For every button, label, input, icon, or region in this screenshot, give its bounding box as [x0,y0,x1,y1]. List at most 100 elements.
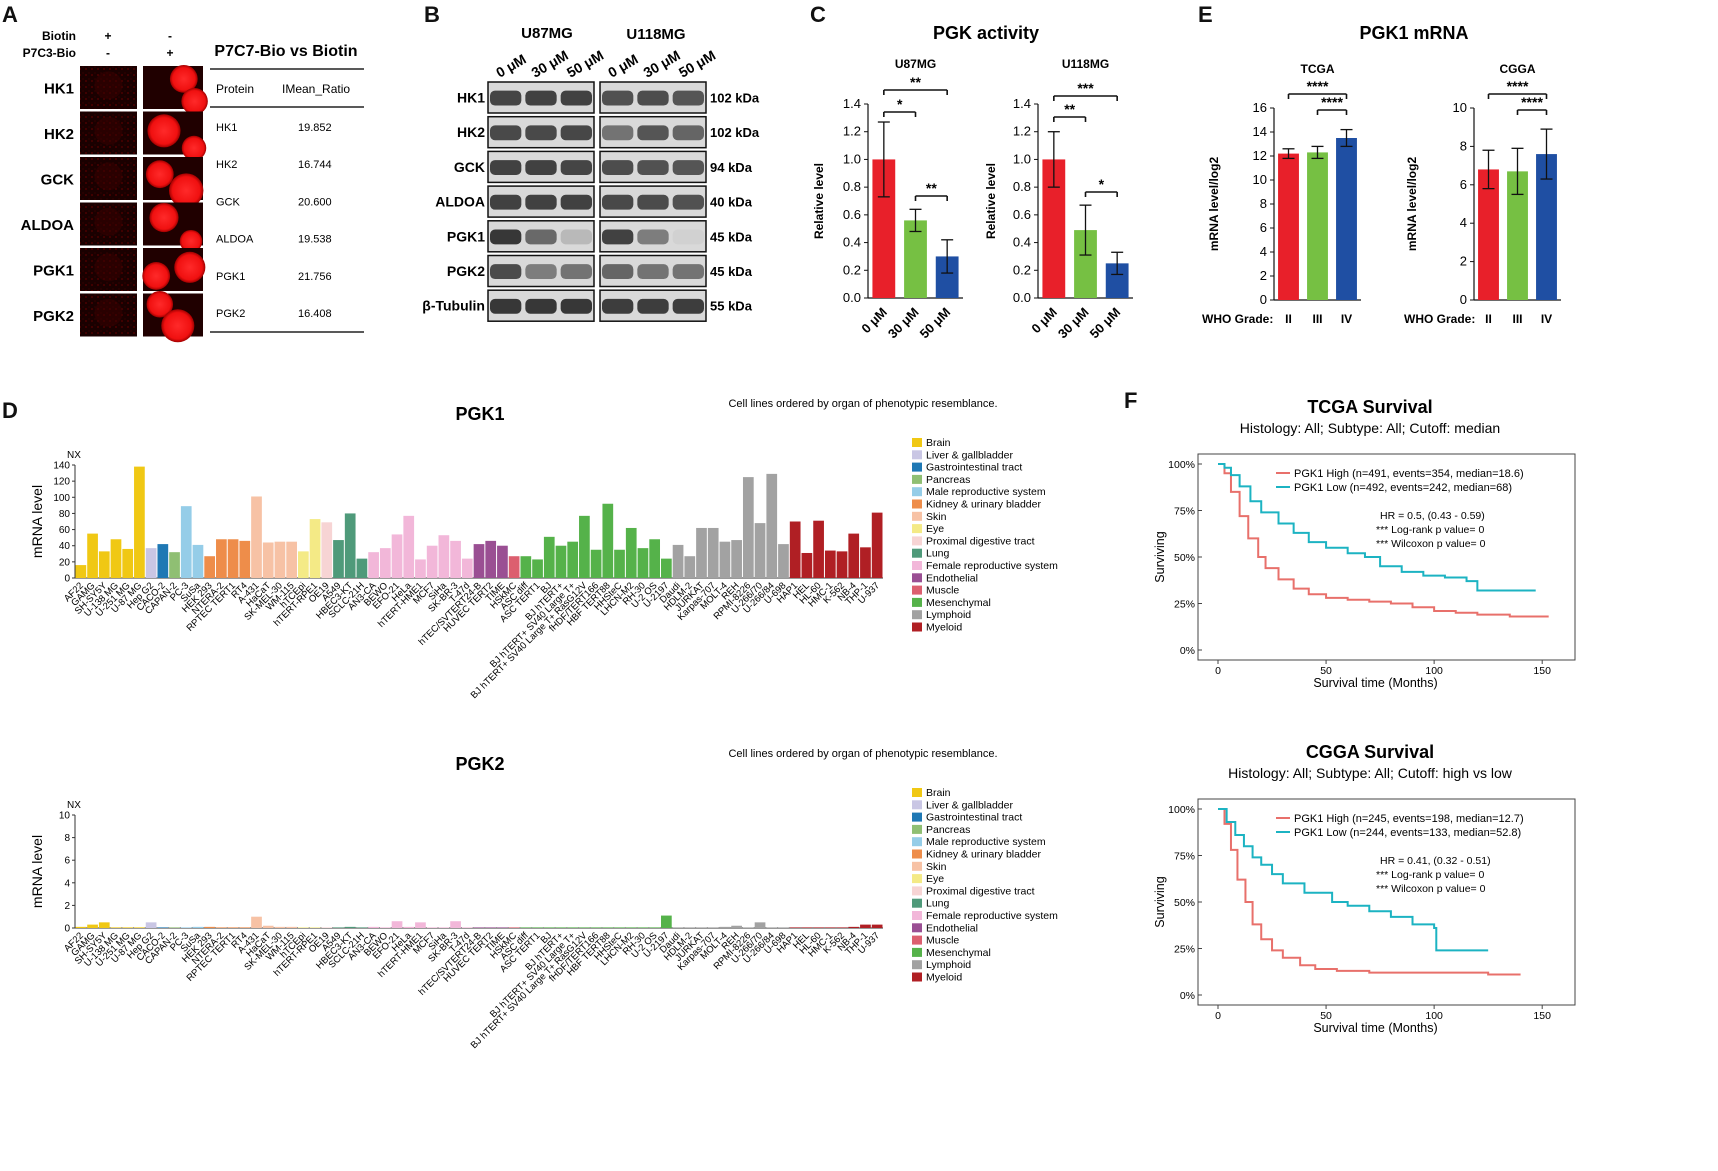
cell-line-bar [473,927,485,928]
x-tick-label: 150 [1533,1010,1551,1022]
legend-label: Skin [926,511,947,523]
legend-swatch [912,548,922,558]
dose-label: 0 μM [493,51,529,81]
cell-line-bar [333,927,344,928]
blot-band [672,160,704,175]
significance-label: *** [1077,80,1094,96]
cell-line-bar [180,506,192,578]
cell-line-bar [356,558,368,578]
cell-line-bar [134,466,145,578]
legend-swatch [912,874,922,884]
legend-low: PGK1 Low (n=244, events=133, median=52.8… [1294,827,1521,839]
cell-line-bar [860,924,871,928]
blot-band [637,298,669,314]
legend-swatch [912,935,922,945]
blot-band [490,194,522,210]
y-tick-label: 75% [1174,506,1195,518]
cell-line-bar [368,926,379,928]
category-label: 30 μM [1055,305,1092,342]
fluorescent-cell [169,65,198,93]
y-axis-label: Surviving [1153,531,1167,582]
cell-line-bar [461,927,473,928]
cell-line-bar [98,551,110,578]
cell-line-bar [719,541,731,578]
legend-swatch [912,788,922,797]
blot-band [525,125,557,141]
blot-band [560,125,592,141]
y-tick-label: 6 [1460,177,1467,192]
cell-line-bar [590,927,602,928]
blot-band [560,90,592,106]
legend-label: Proximal digestive tract [926,885,1035,897]
cell-line-bar [637,927,649,928]
cell-line-bar [286,926,297,928]
stat-line: *** Log-rank p value= 0 [1376,524,1484,536]
legend-label: Lung [926,898,950,910]
cell-line-bar [309,519,321,578]
panel-label-f: F [1124,388,1138,413]
legend-swatch [912,474,922,484]
bar [1478,169,1499,300]
dose-label: 30 μM [641,47,683,81]
blot-band [637,229,669,245]
blot-band [525,298,557,314]
cell-line-bar [625,527,637,578]
blot-band [490,264,522,280]
table-header-protein: Protein [216,82,254,96]
protein-row-label: GCK [41,172,75,189]
y-tick-label: 0 [1260,292,1267,307]
blot-protein-label: PGK2 [447,263,485,279]
cell-line-bar [614,927,625,928]
cell-line-bar [543,927,555,928]
y-tick-label: 1.2 [1013,124,1031,139]
molecular-weight-label: 45 kDa [710,229,753,244]
panel-label-d: D [2,398,18,423]
legend-label: Female reproductive system [926,560,1058,572]
fluorescent-cell [142,262,171,290]
cell-line-bar [321,522,333,578]
cell-line-bar [848,926,860,928]
legend-swatch [912,947,922,957]
legend-label: Pancreas [926,474,970,486]
survival-subtitle: Histology: All; Subtype: All; Cutoff: hi… [1228,765,1513,781]
fluorescent-cell [147,114,181,148]
cell-line-bar [848,533,860,578]
molecular-weight-label: 40 kDa [710,195,753,210]
grade-tick-label: III [1312,312,1322,326]
cell-line-bar [860,547,871,578]
legend-label: Brain [926,437,951,449]
y-axis-label: mRNA level/log2 [1207,157,1221,252]
stat-line: *** Wilcoxon p value= 0 [1376,538,1486,550]
cell-line-bar [321,927,333,928]
cell-line-bar [508,927,520,928]
chart-subtitle: U118MG [1062,57,1109,71]
cell-line-bar [567,541,579,578]
legend-label: Male reproductive system [926,836,1046,848]
treat-label-biotin: Biotin [42,29,76,43]
table-cell-ratio: 19.538 [298,234,332,246]
legend-label: Proximal digestive tract [926,535,1035,547]
legend-swatch [912,911,922,920]
faint-cell [94,71,123,100]
cell-line-bar [731,540,742,578]
cell-line-bar [134,927,145,928]
blot-band [602,90,634,106]
cell-line-bar [110,539,122,578]
stat-line: HR = 0.5, (0.43 - 0.59) [1380,510,1485,522]
ordering-note: Cell lines ordered by organ of phenotypi… [728,748,997,760]
fluorescent-cell [146,291,174,318]
legend-label: Lung [926,548,950,560]
table-cell-protein: PGK1 [216,271,245,283]
y-axis-label: Surviving [1153,876,1167,927]
molecular-weight-label: 102 kDa [710,125,760,140]
x-tick-label: 0 [1215,1010,1221,1022]
treat-sign: + [104,29,111,43]
cell-line-bar [251,496,262,578]
cell-line-bar [684,556,696,578]
survival-title: CGGA Survival [1306,742,1434,762]
significance-label: **** [1507,78,1529,94]
blot-band [490,160,522,175]
blot-band [602,194,634,210]
y-tick-label: 0.6 [1013,207,1031,222]
